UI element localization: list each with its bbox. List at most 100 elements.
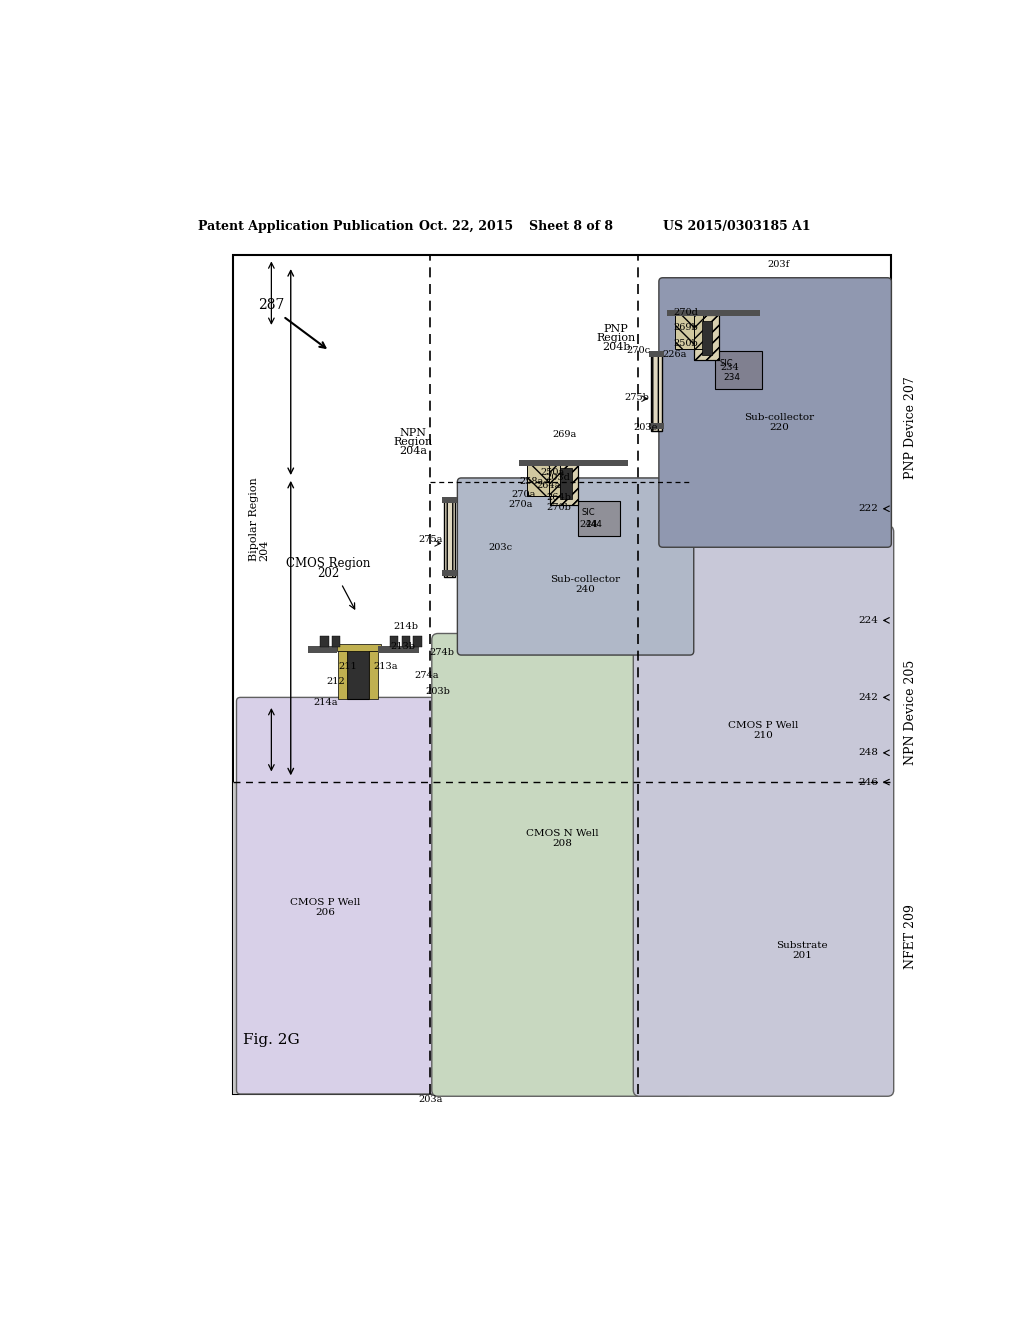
Bar bbox=[527, 462, 549, 496]
Text: 250a: 250a bbox=[541, 469, 565, 477]
Bar bbox=[442, 498, 458, 503]
Text: CMOS Region: CMOS Region bbox=[286, 557, 370, 569]
Text: 270c: 270c bbox=[626, 346, 650, 355]
Text: 242: 242 bbox=[858, 693, 878, 702]
Text: NPN Device 205: NPN Device 205 bbox=[904, 660, 918, 766]
Bar bbox=[693, 313, 703, 350]
Bar bbox=[390, 636, 398, 647]
Text: 240: 240 bbox=[575, 585, 595, 594]
Bar bbox=[519, 461, 628, 466]
Text: 203a: 203a bbox=[418, 1094, 442, 1104]
Text: 204a: 204a bbox=[399, 446, 427, 457]
Text: 203f: 203f bbox=[768, 260, 791, 269]
Text: Fig. 2G: Fig. 2G bbox=[243, 1034, 299, 1047]
Text: 234: 234 bbox=[723, 374, 740, 383]
Bar bbox=[651, 354, 662, 430]
Text: 222: 222 bbox=[858, 504, 878, 513]
Bar bbox=[332, 636, 340, 647]
Text: 270a: 270a bbox=[508, 500, 532, 510]
Bar bbox=[378, 645, 419, 653]
Text: PNP: PNP bbox=[604, 323, 629, 334]
Text: Oct. 22, 2015: Oct. 22, 2015 bbox=[419, 219, 513, 232]
Text: Substrate: Substrate bbox=[776, 941, 828, 949]
Text: CMOS P Well: CMOS P Well bbox=[728, 721, 799, 730]
Bar bbox=[716, 351, 762, 389]
Text: 213a: 213a bbox=[374, 663, 398, 671]
Text: Bipolar Region: Bipolar Region bbox=[249, 477, 259, 561]
Bar bbox=[693, 315, 719, 360]
Text: 270d: 270d bbox=[674, 308, 698, 317]
Text: 203d: 203d bbox=[546, 474, 570, 482]
Bar bbox=[369, 651, 378, 700]
Text: CMOS P Well: CMOS P Well bbox=[291, 899, 360, 907]
Bar bbox=[321, 636, 329, 647]
Text: 203b: 203b bbox=[426, 686, 451, 696]
Bar bbox=[701, 321, 713, 355]
Text: 274b: 274b bbox=[429, 648, 455, 657]
Text: Sub-collector: Sub-collector bbox=[744, 413, 814, 422]
FancyBboxPatch shape bbox=[432, 634, 692, 1096]
Bar bbox=[347, 649, 369, 700]
Text: 270b: 270b bbox=[547, 503, 571, 512]
Text: 275a: 275a bbox=[418, 535, 442, 544]
FancyBboxPatch shape bbox=[237, 697, 480, 1094]
Text: 258a: 258a bbox=[519, 478, 543, 486]
Bar bbox=[550, 462, 578, 506]
Text: 226a: 226a bbox=[663, 350, 686, 359]
Text: 264a: 264a bbox=[537, 482, 561, 490]
Text: CMOS N Well: CMOS N Well bbox=[525, 829, 598, 838]
Text: Region: Region bbox=[597, 333, 636, 343]
Bar bbox=[550, 462, 578, 506]
Text: 203e: 203e bbox=[634, 424, 657, 433]
Text: 213b: 213b bbox=[390, 642, 416, 651]
Bar bbox=[560, 469, 572, 499]
Text: 208: 208 bbox=[552, 840, 572, 847]
Text: 269a: 269a bbox=[552, 429, 577, 438]
Text: US 2015/0303185 A1: US 2015/0303185 A1 bbox=[663, 219, 810, 232]
Text: 224: 224 bbox=[858, 616, 878, 624]
Bar bbox=[232, 781, 891, 1094]
Text: PNP Device 207: PNP Device 207 bbox=[904, 376, 918, 479]
Text: 203c: 203c bbox=[488, 543, 512, 552]
Text: Region: Region bbox=[393, 437, 433, 447]
Text: 210: 210 bbox=[754, 731, 773, 741]
Bar bbox=[668, 310, 761, 317]
Text: 269b: 269b bbox=[674, 323, 698, 333]
FancyBboxPatch shape bbox=[458, 478, 693, 655]
Text: 201: 201 bbox=[793, 950, 812, 960]
Text: 204b: 204b bbox=[602, 342, 631, 352]
Text: 214a: 214a bbox=[313, 697, 338, 706]
Text: 287: 287 bbox=[258, 298, 285, 312]
FancyBboxPatch shape bbox=[633, 525, 894, 1096]
Text: 212: 212 bbox=[327, 677, 345, 686]
Text: Patent Application Publication: Patent Application Publication bbox=[198, 219, 414, 232]
Bar bbox=[649, 424, 665, 429]
Text: Sub-collector: Sub-collector bbox=[550, 576, 621, 583]
Text: 248: 248 bbox=[858, 748, 878, 758]
Text: 250b: 250b bbox=[674, 339, 698, 347]
Bar bbox=[549, 462, 560, 496]
Bar bbox=[442, 570, 458, 576]
Text: 234: 234 bbox=[721, 363, 739, 372]
FancyBboxPatch shape bbox=[658, 277, 891, 548]
Bar bbox=[444, 500, 455, 577]
Text: 206: 206 bbox=[315, 908, 336, 917]
Text: 274a: 274a bbox=[414, 672, 438, 680]
Text: 244: 244 bbox=[586, 520, 602, 529]
Text: NFET 209: NFET 209 bbox=[904, 904, 918, 969]
Text: Sheet 8 of 8: Sheet 8 of 8 bbox=[528, 219, 612, 232]
Bar bbox=[337, 644, 381, 651]
Text: 220: 220 bbox=[769, 424, 788, 432]
Text: 202: 202 bbox=[316, 568, 339, 581]
Text: SIC: SIC bbox=[582, 508, 595, 517]
Bar bbox=[693, 315, 719, 360]
Text: 275b: 275b bbox=[625, 392, 649, 401]
Bar bbox=[232, 255, 891, 1094]
Bar bbox=[578, 502, 621, 536]
Bar bbox=[338, 651, 347, 700]
Text: 204: 204 bbox=[259, 540, 269, 561]
Text: NPN: NPN bbox=[399, 428, 427, 438]
Text: 211: 211 bbox=[339, 663, 357, 671]
Text: 264b: 264b bbox=[547, 492, 571, 502]
Text: SIC: SIC bbox=[719, 359, 733, 368]
